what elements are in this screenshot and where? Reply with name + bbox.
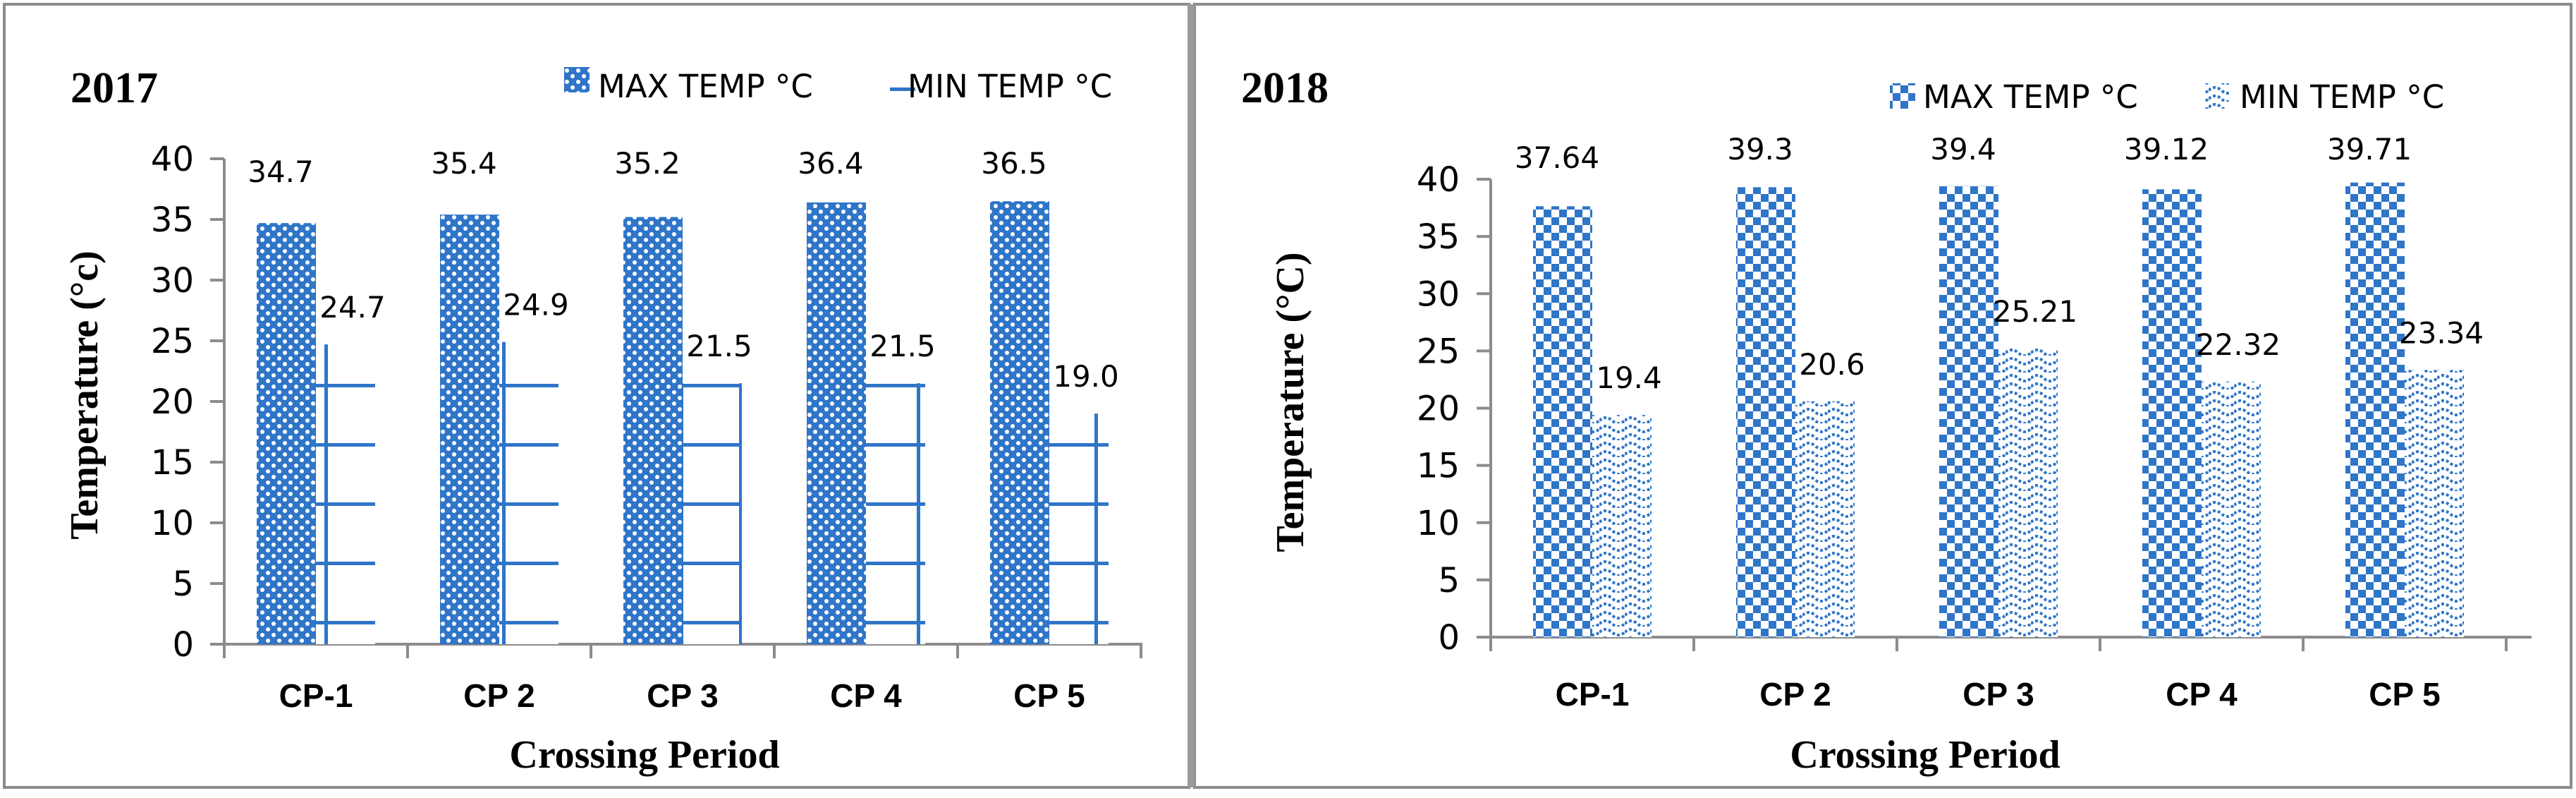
category-label-2: CP 2: [463, 677, 535, 714]
legend-swatch-min: [2204, 83, 2230, 109]
legend-label-min: MIN TEMP °C: [908, 68, 1112, 105]
legend-swatch-max: [564, 67, 590, 92]
data-label-min-3: 21.5: [686, 329, 752, 363]
y-tick-label: 40: [1417, 160, 1460, 200]
bar-max-5: [990, 201, 1049, 644]
category-label-4: CP 4: [830, 677, 902, 714]
bar-max-2: [440, 214, 499, 644]
y-tick-label: 0: [1438, 618, 1460, 658]
bar-max-1: [1533, 206, 1592, 637]
y-tick-label: 20: [151, 382, 194, 422]
legend-swatch-min: [890, 67, 915, 92]
x-axis-title: Crossing Period: [509, 733, 779, 777]
y-axis-title: Temperature (°C): [1269, 252, 1312, 552]
data-label-min-2: 24.9: [503, 288, 569, 322]
data-label-min-1: 24.7: [319, 290, 386, 325]
category-label-4: CP 4: [2166, 676, 2238, 713]
data-label-max-1: 34.7: [248, 155, 314, 189]
bar-min-2: [499, 341, 558, 644]
x-axis-title: Crossing Period: [1790, 733, 2060, 777]
y-tick-label: 30: [151, 261, 194, 301]
chart-title: 2017: [71, 64, 158, 112]
y-tick-label: 5: [172, 564, 194, 604]
y-tick-label: 10: [151, 504, 194, 543]
data-label-max-2: 39.3: [1727, 132, 1793, 167]
bar-max-4: [807, 202, 866, 644]
y-tick-label: 0: [172, 625, 194, 665]
data-label-max-2: 35.4: [431, 146, 497, 181]
legend-label-max: MAX TEMP °C: [598, 68, 813, 105]
bar-max-3: [1939, 186, 1998, 637]
bar-max-1: [257, 223, 316, 644]
data-label-min-5: 19.0: [1053, 359, 1119, 394]
y-tick-label: 20: [1417, 389, 1460, 429]
y-tick-label: 10: [1417, 504, 1460, 543]
data-label-max-5: 36.5: [981, 146, 1047, 181]
data-label-min-3: 25.21: [1993, 294, 2077, 329]
legend-label-max: MAX TEMP °C: [1923, 78, 2138, 116]
bar-min-4: [866, 383, 925, 644]
category-label-5: CP 5: [2369, 676, 2440, 713]
data-label-min-4: 21.5: [869, 329, 936, 363]
chart-2018: 2018 0 5 10 15 20 25 30 35 40 37.64 19.4 CP-1 39.3 20.…: [1241, 64, 2532, 777]
bar-min-5: [2405, 370, 2464, 637]
y-tick-label: 35: [1417, 217, 1460, 257]
bar-min-1: [316, 344, 375, 644]
legend-swatch-max: [1890, 83, 1915, 109]
bar-min-2: [1795, 401, 1855, 637]
y-tick-label: 15: [1417, 447, 1460, 486]
bar-min-5: [1049, 413, 1109, 644]
data-label-max-4: 39.12: [2124, 132, 2209, 167]
bar-max-3: [623, 217, 683, 644]
y-tick-label: 5: [1438, 561, 1460, 600]
bar-min-1: [1592, 415, 1652, 637]
data-label-max-5: 39.71: [2327, 132, 2412, 167]
chart-title: 2018: [1241, 64, 1329, 112]
data-label-min-1: 19.4: [1596, 361, 1662, 395]
category-label-1: CP-1: [1556, 676, 1630, 713]
y-tick-label: 25: [151, 322, 194, 361]
legend-label-min: MIN TEMP °C: [2240, 78, 2444, 116]
y-tick-label: 35: [151, 200, 194, 240]
category-label-1: CP-1: [279, 677, 353, 714]
data-label-max-4: 36.4: [798, 146, 864, 181]
y-tick-label: 25: [1417, 332, 1460, 371]
category-label-3: CP 3: [647, 677, 718, 714]
bar-min-4: [2202, 381, 2261, 637]
data-label-max-3: 39.4: [1930, 132, 1996, 167]
data-label-min-4: 22.32: [2196, 327, 2281, 362]
bar-min-3: [1998, 348, 2058, 637]
chart-2017: 2017 0 5 10 15 20 25 30 35 40 34.7 24.7 CP-1 35.4 24.9…: [63, 64, 1142, 777]
bar-max-5: [2345, 182, 2405, 637]
y-tick-label: 15: [151, 443, 194, 483]
data-label-max-3: 35.2: [614, 146, 680, 181]
category-label-3: CP 3: [1962, 676, 2034, 713]
category-label-5: CP 5: [1013, 677, 1085, 714]
y-tick-label: 40: [151, 140, 194, 179]
data-label-min-2: 20.6: [1799, 347, 1865, 382]
y-tick-label: 30: [1417, 274, 1460, 314]
category-label-2: CP 2: [1759, 676, 1831, 713]
bar-min-3: [683, 383, 742, 644]
data-label-max-1: 37.64: [1515, 140, 1599, 175]
y-axis-title: Temperature (°c): [63, 250, 106, 540]
bar-max-4: [2142, 189, 2202, 637]
bar-max-2: [1736, 187, 1795, 637]
data-label-min-5: 23.34: [2399, 315, 2484, 350]
panel-divider: [1188, 4, 1195, 787]
